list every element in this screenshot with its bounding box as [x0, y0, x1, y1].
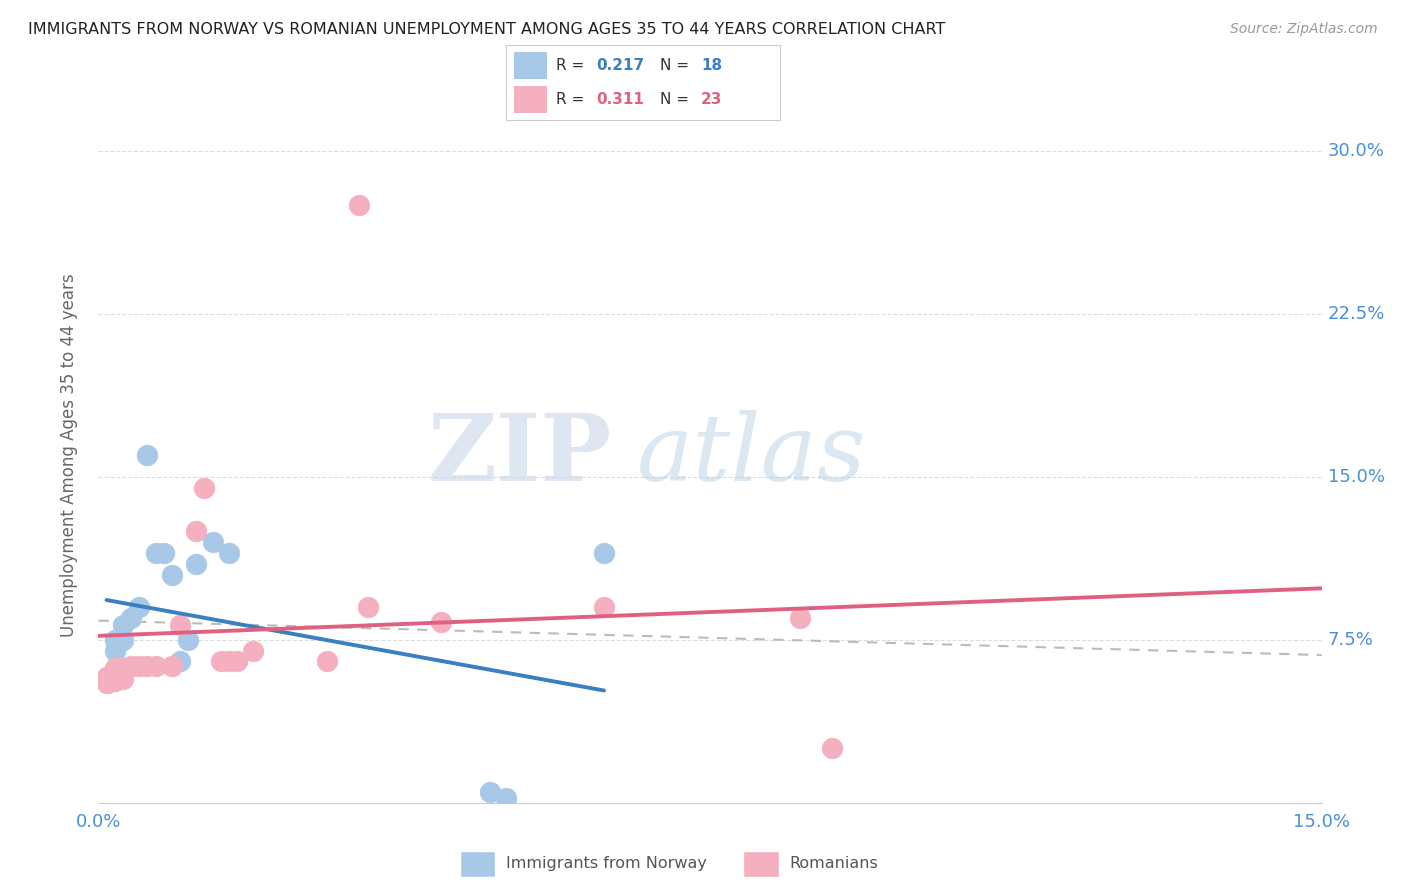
Point — [136, 448, 159, 462]
Text: 7.5%: 7.5% — [1327, 631, 1374, 648]
Point — [96, 670, 118, 684]
Y-axis label: Unemployment Among Ages 35 to 44 years: Unemployment Among Ages 35 to 44 years — [59, 273, 77, 637]
Point — [120, 611, 142, 625]
Text: 0.217: 0.217 — [596, 58, 645, 72]
Point — [821, 741, 844, 756]
Point — [152, 546, 174, 560]
Point — [242, 643, 264, 657]
Bar — [460, 851, 495, 877]
Point — [593, 546, 616, 560]
Text: 23: 23 — [700, 92, 723, 107]
Point — [186, 557, 208, 571]
Text: R =: R = — [555, 92, 589, 107]
Point — [96, 670, 118, 684]
Point — [104, 643, 127, 657]
Point — [120, 658, 142, 673]
Text: Romanians: Romanians — [789, 855, 877, 871]
Text: 18: 18 — [700, 58, 721, 72]
Point — [356, 600, 378, 615]
Point — [593, 600, 616, 615]
Point — [201, 535, 224, 549]
Point — [96, 676, 118, 690]
Point — [104, 632, 127, 647]
Point — [218, 546, 240, 560]
Point — [349, 198, 371, 212]
Point — [193, 481, 215, 495]
Point — [128, 658, 150, 673]
Point — [789, 611, 811, 625]
Text: 15.0%: 15.0% — [1327, 467, 1385, 485]
Text: N =: N = — [659, 58, 693, 72]
Point — [160, 658, 183, 673]
Point — [169, 655, 191, 669]
Point — [169, 617, 191, 632]
Point — [104, 674, 127, 689]
Point — [128, 600, 150, 615]
Point — [145, 546, 167, 560]
Point — [145, 658, 167, 673]
Point — [136, 658, 159, 673]
Text: 0.311: 0.311 — [596, 92, 644, 107]
Text: IMMIGRANTS FROM NORWAY VS ROMANIAN UNEMPLOYMENT AMONG AGES 35 TO 44 YEARS CORREL: IMMIGRANTS FROM NORWAY VS ROMANIAN UNEMP… — [28, 22, 945, 37]
Text: atlas: atlas — [637, 410, 866, 500]
Point — [218, 655, 240, 669]
Point — [160, 567, 183, 582]
Point — [478, 785, 501, 799]
Text: Immigrants from Norway: Immigrants from Norway — [506, 855, 706, 871]
Point — [315, 655, 337, 669]
Text: Source: ZipAtlas.com: Source: ZipAtlas.com — [1230, 22, 1378, 37]
Point — [430, 615, 453, 630]
Point — [96, 676, 118, 690]
Point — [209, 655, 232, 669]
Point — [111, 672, 134, 686]
Point — [111, 661, 134, 675]
Point — [104, 661, 127, 675]
Point — [226, 655, 249, 669]
Point — [111, 617, 134, 632]
Bar — [744, 851, 779, 877]
Bar — [515, 87, 547, 112]
Text: 30.0%: 30.0% — [1327, 142, 1385, 160]
Text: R =: R = — [555, 58, 589, 72]
Point — [495, 791, 517, 805]
Point — [186, 524, 208, 538]
Text: N =: N = — [659, 92, 693, 107]
Text: ZIP: ZIP — [427, 410, 612, 500]
Text: 22.5%: 22.5% — [1327, 304, 1385, 323]
Bar — [515, 52, 547, 78]
Point — [111, 632, 134, 647]
Point — [177, 632, 200, 647]
